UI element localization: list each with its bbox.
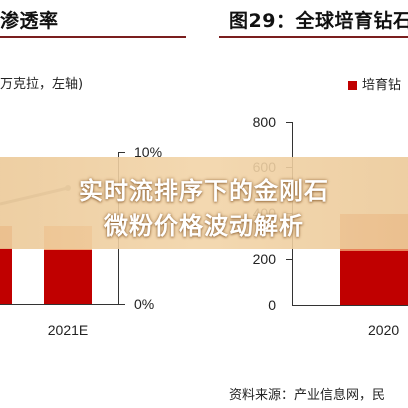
- right-chart-baseline: [292, 305, 408, 306]
- right-y-label-200: 200: [252, 251, 276, 267]
- left-right-axis-tick-top: [118, 152, 125, 153]
- right-y-tick-200: [286, 259, 293, 260]
- right-chart-legend: 培育钻: [348, 74, 401, 93]
- right-figure-title: 图29：全球培育钻石: [229, 10, 408, 32]
- right-chart-x-label: 2020: [368, 322, 400, 338]
- left-chart-baseline: [0, 304, 118, 305]
- left-figure-title: 渗透率: [0, 10, 59, 32]
- left-right-axis-tick-bottom: [118, 304, 125, 305]
- right-chart-bar-2020-lower: [340, 251, 408, 305]
- left-chart-x-label: 2021E: [47, 322, 89, 338]
- left-right-axis-label-0: 0%: [134, 296, 155, 312]
- left-title-rule: [0, 36, 186, 38]
- headline-banner: [0, 157, 408, 249]
- legend-swatch-icon: [348, 81, 357, 90]
- source-note: 资料来源：产业信息网，民: [229, 388, 386, 403]
- left-axis-unit-label: 万克拉，左轴): [0, 77, 84, 92]
- legend-label: 培育钻: [362, 78, 402, 93]
- headline-line-2: 微粉价格波动解析: [104, 212, 304, 240]
- right-y-label-0: 0: [268, 297, 276, 313]
- left-chart-bar-2021e-lower: [44, 250, 92, 304]
- left-right-axis-label-10: 10%: [134, 144, 163, 160]
- headline-line-1: 实时流排序下的金刚石: [79, 177, 329, 205]
- right-y-label-800: 800: [252, 114, 276, 130]
- right-y-tick-800: [286, 122, 293, 123]
- left-chart-bar-1-lower: [0, 248, 12, 304]
- right-title-rule: [219, 36, 408, 38]
